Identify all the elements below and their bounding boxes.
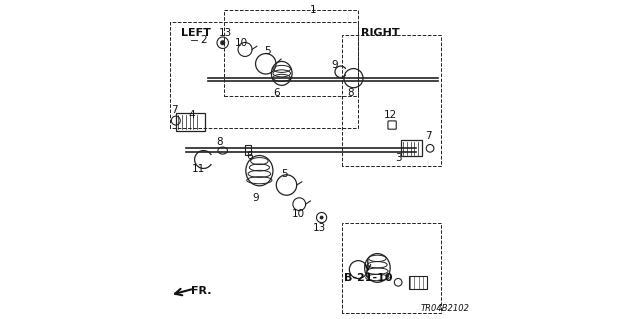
Text: 12: 12 [383,110,397,121]
Text: 11: 11 [191,164,205,174]
Text: 3: 3 [395,153,401,163]
Bar [410,276,427,289]
Text: 10: 10 [292,209,305,219]
Text: 4: 4 [188,110,195,121]
Bar [245,145,252,155]
Text: 6: 6 [274,87,280,98]
Bar [176,113,205,131]
Text: FR.: FR. [191,286,211,296]
Text: 10: 10 [236,38,248,48]
Text: 13: 13 [220,28,232,39]
Text: 5: 5 [282,169,288,179]
Text: 9: 9 [331,60,338,70]
Text: 8: 8 [347,87,354,98]
Bar [401,140,422,156]
Text: 8: 8 [216,137,223,147]
Text: LEFT: LEFT [181,28,211,39]
Text: 7: 7 [172,105,178,115]
Text: 1: 1 [310,5,317,15]
Text: RIGHT: RIGHT [362,28,400,39]
Text: 2: 2 [200,35,207,45]
Text: 13: 13 [312,223,326,233]
Text: TR04B2102: TR04B2102 [421,304,470,313]
Text: 7: 7 [425,130,432,141]
Text: 6: 6 [246,151,253,161]
Text: 9: 9 [252,193,259,203]
Circle shape [220,41,225,45]
Text: 5: 5 [264,46,271,56]
Text: B-21-10: B-21-10 [344,272,392,283]
Circle shape [320,216,323,219]
